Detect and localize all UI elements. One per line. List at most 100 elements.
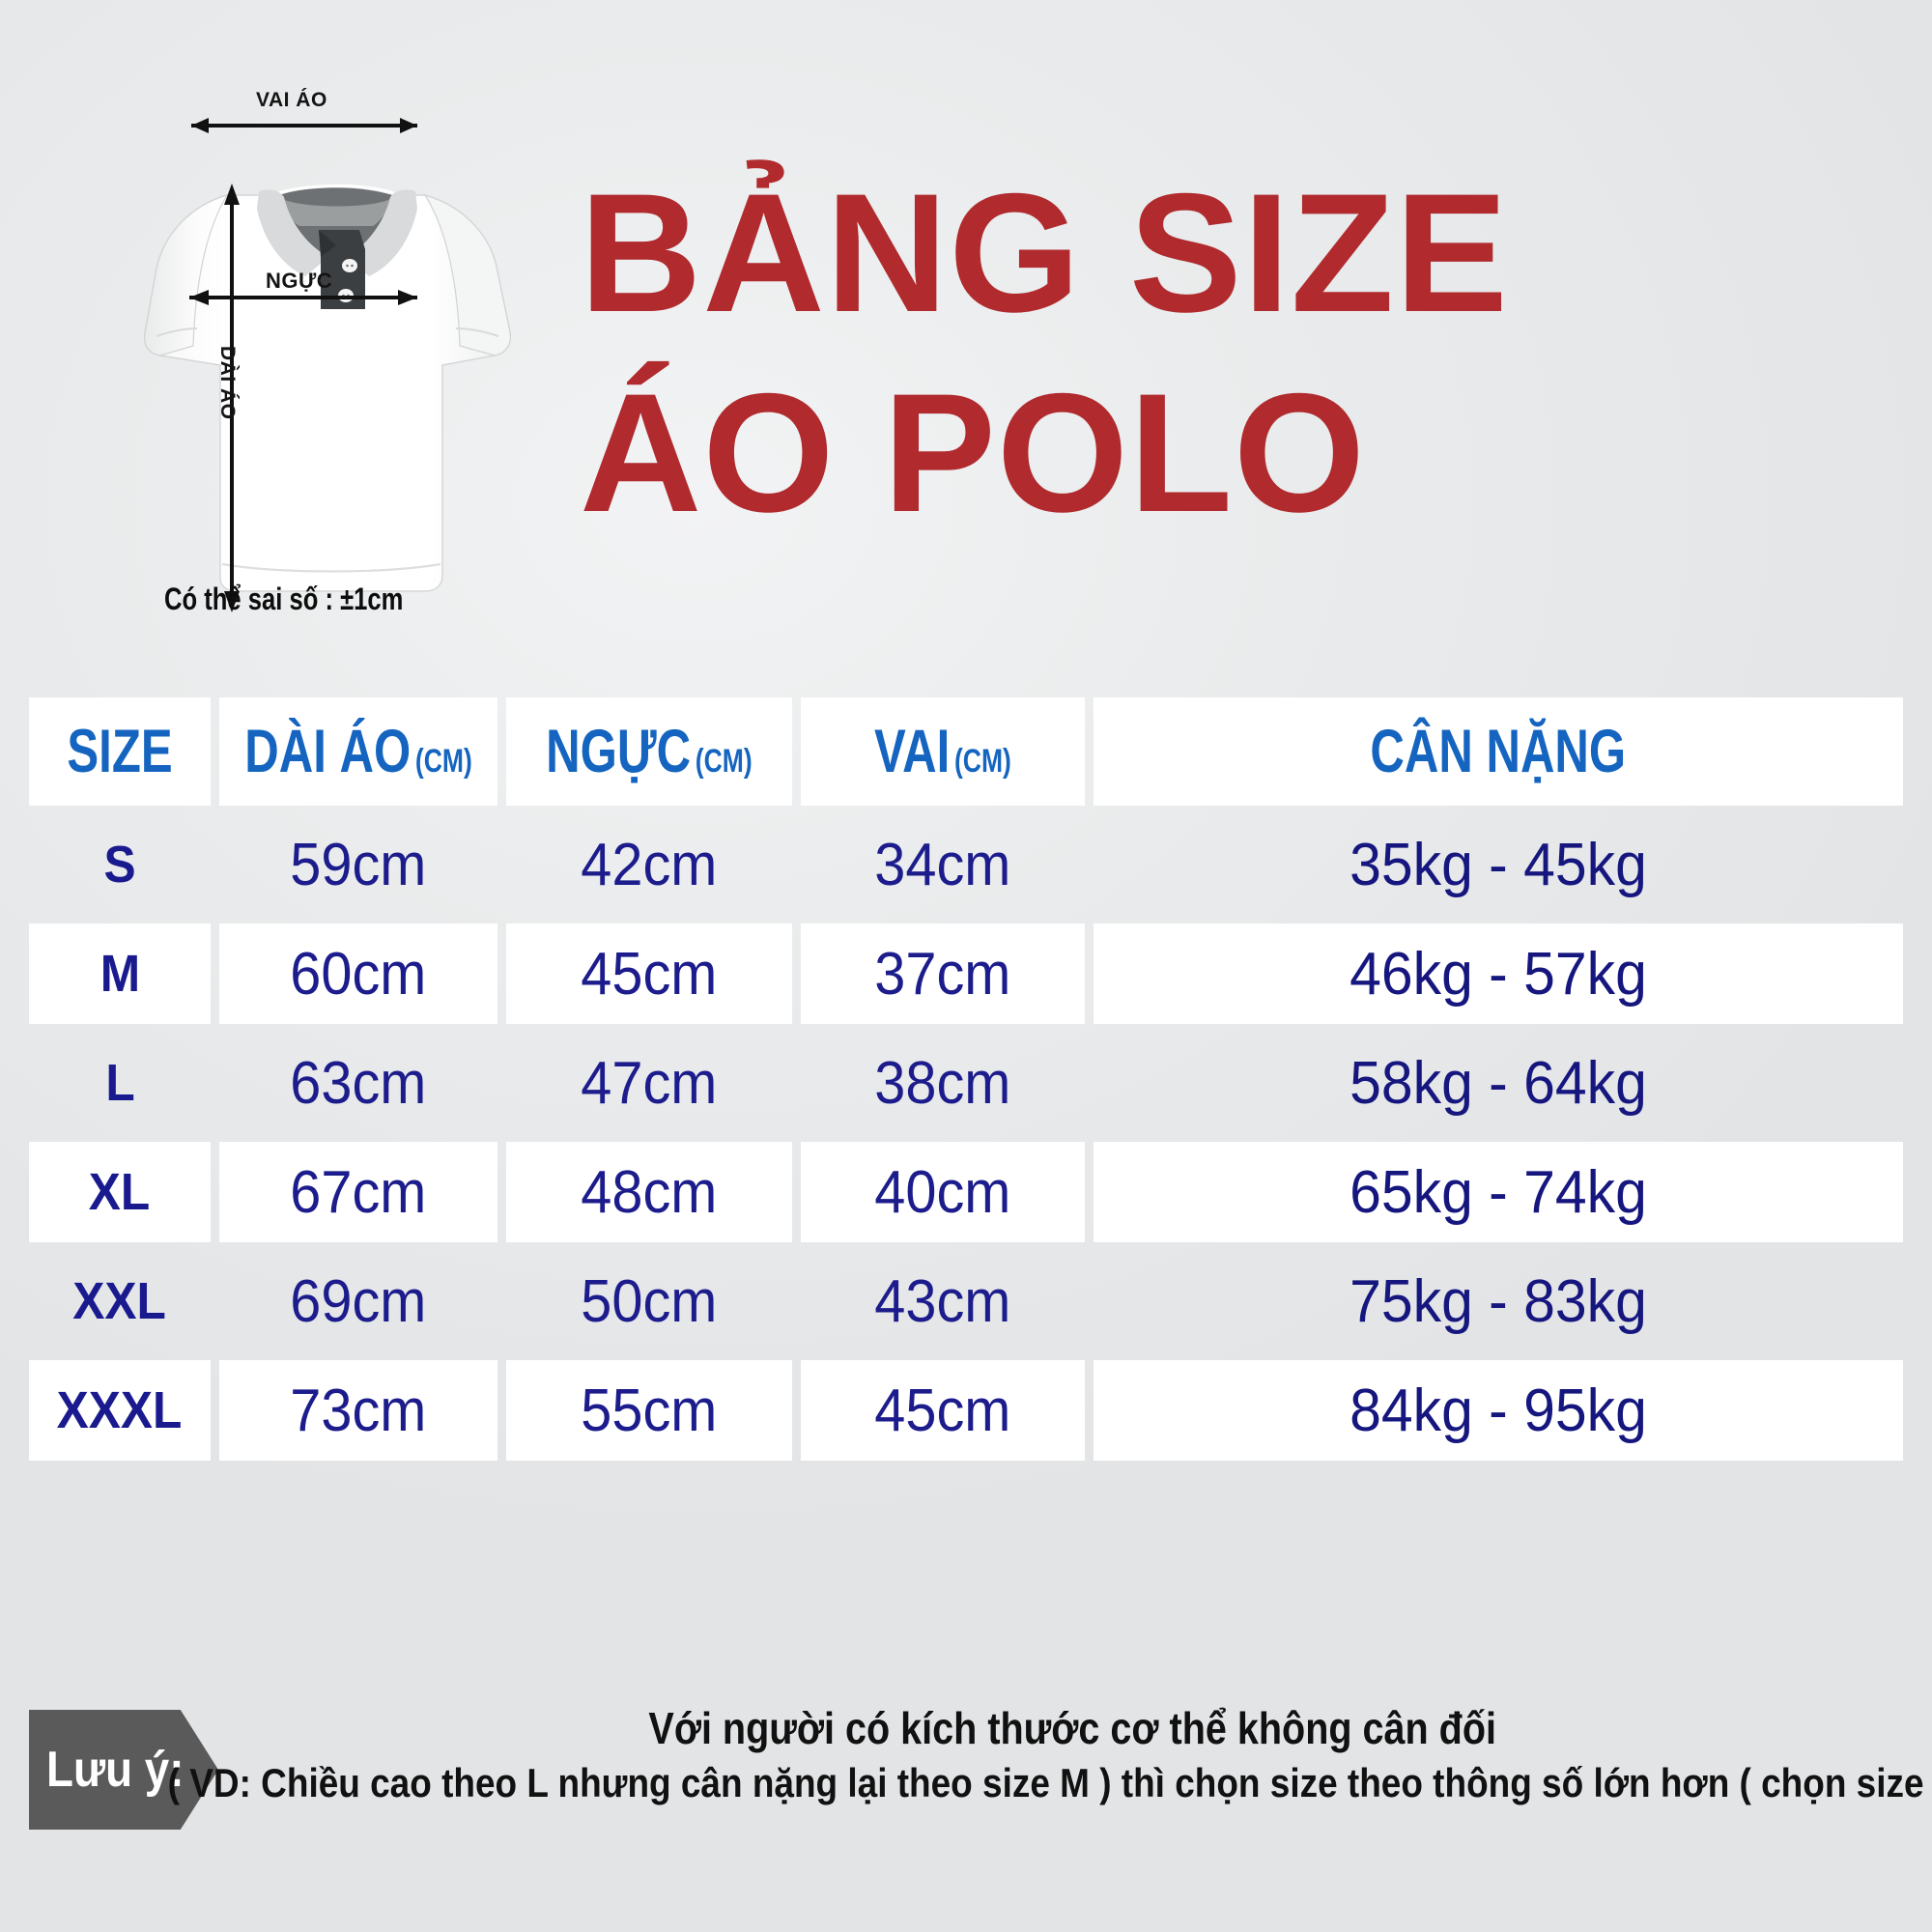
shoulder-label: VAI ÁO xyxy=(256,89,327,111)
collar-top-edge xyxy=(277,184,395,195)
cell-weight: 35kg - 45kg xyxy=(1094,814,1903,915)
title-line-1: BẢNG SIZE xyxy=(580,159,1509,348)
chest-label: NGỰC xyxy=(266,269,333,293)
cell-chest: 45cm xyxy=(506,923,792,1024)
button-top-hole-right xyxy=(351,264,354,268)
cell-chest: 42cm xyxy=(506,814,792,915)
collar-back xyxy=(282,199,390,226)
header-section: VAI ÁO NGỰC DÀI ÁO Có thể sai số : ±1cm … xyxy=(0,0,1932,676)
cell-shoulder: 43cm xyxy=(801,1251,1085,1351)
cell-weight: 46kg - 57kg xyxy=(1094,923,1903,1024)
value-shoulder: 34cm xyxy=(874,831,1011,898)
length-label: DÀI ÁO xyxy=(216,346,239,420)
value-size: XXXL xyxy=(57,1381,183,1439)
header-label-shoulder: VAI (CM) xyxy=(874,717,1011,786)
cell-chest: 55cm xyxy=(506,1360,792,1461)
value-size: S xyxy=(103,836,136,894)
header-text-size: SIZE xyxy=(67,718,173,785)
header-text-weight: CÂN NẶNG xyxy=(1370,718,1627,785)
table-header-row: SIZE DÀI ÁO (CM) NGỰC (CM) VAI (CM) CÂN … xyxy=(29,697,1903,806)
page-title: BẢNG SIZE ÁO POLO xyxy=(580,155,1864,554)
header-unit-chest: (CM) xyxy=(695,743,753,780)
header-cell-length: DÀI ÁO (CM) xyxy=(219,697,497,806)
cell-weight: 84kg - 95kg xyxy=(1094,1360,1903,1461)
table-row: XXXL 73cm 55cm 45cm 84kg - 95kg xyxy=(29,1360,1903,1461)
value-shoulder: 40cm xyxy=(874,1158,1011,1226)
value-chest: 47cm xyxy=(581,1049,718,1117)
table-row: S 59cm 42cm 34cm 35kg - 45kg xyxy=(29,814,1903,915)
cell-chest: 48cm xyxy=(506,1142,792,1242)
header-label-chest: NGỰC (CM) xyxy=(546,717,753,786)
size-chart-table: SIZE DÀI ÁO (CM) NGỰC (CM) VAI (CM) CÂN … xyxy=(29,697,1903,1461)
value-weight: 58kg - 64kg xyxy=(1350,1049,1647,1117)
value-chest: 55cm xyxy=(581,1377,718,1444)
value-length: 60cm xyxy=(290,940,427,1008)
header-unit-length: (CM) xyxy=(414,743,472,780)
value-shoulder: 43cm xyxy=(874,1267,1011,1335)
header-cell-shoulder: VAI (CM) xyxy=(801,697,1085,806)
value-size: M xyxy=(99,945,140,1003)
value-weight: 46kg - 57kg xyxy=(1350,940,1647,1008)
cell-length: 69cm xyxy=(219,1251,497,1351)
cell-shoulder: 37cm xyxy=(801,923,1085,1024)
note-badge-label: Lưu ý: xyxy=(46,1742,185,1798)
value-shoulder: 45cm xyxy=(874,1377,1011,1444)
shirt-left-sleeve xyxy=(144,194,229,356)
button-top xyxy=(342,259,357,272)
left-sleeve-hem xyxy=(156,327,198,337)
cell-chest: 50cm xyxy=(506,1251,792,1351)
cell-length: 73cm xyxy=(219,1360,497,1461)
footer-note-section: Lưu ý: Với người có kích thước cơ thể kh… xyxy=(29,1702,1932,1847)
cell-size: XXXL xyxy=(29,1360,211,1461)
cell-weight: 58kg - 64kg xyxy=(1094,1033,1903,1133)
bottom-hem xyxy=(221,562,441,573)
table-row: M 60cm 45cm 37cm 46kg - 57kg xyxy=(29,923,1903,1024)
value-chest: 42cm xyxy=(581,831,718,898)
right-sleeve-hem xyxy=(455,327,499,337)
shoulder-dimension-arrow xyxy=(191,118,417,133)
header-text-length: DÀI ÁO xyxy=(244,718,412,785)
value-length: 73cm xyxy=(290,1377,427,1444)
table-row: L 63cm 47cm 38cm 58kg - 64kg xyxy=(29,1033,1903,1133)
tolerance-note: Có thể sai số : ±1cm xyxy=(164,582,404,616)
cell-weight: 75kg - 83kg xyxy=(1094,1251,1903,1351)
cell-length: 67cm xyxy=(219,1142,497,1242)
cell-shoulder: 45cm xyxy=(801,1360,1085,1461)
title-line-2: ÁO POLO xyxy=(580,358,1366,548)
collar-left-wing xyxy=(257,189,328,276)
header-text-shoulder: VAI xyxy=(874,718,951,785)
value-length: 67cm xyxy=(290,1158,427,1226)
value-size: L xyxy=(104,1054,135,1112)
cell-weight: 65kg - 74kg xyxy=(1094,1142,1903,1242)
value-weight: 35kg - 45kg xyxy=(1350,831,1647,898)
value-weight: 65kg - 74kg xyxy=(1350,1158,1647,1226)
cell-chest: 47cm xyxy=(506,1033,792,1133)
note-line-1: Với người có kích thước cơ thể không cân… xyxy=(648,1703,1496,1753)
value-weight: 84kg - 95kg xyxy=(1350,1377,1647,1444)
header-cell-weight: CÂN NẶNG xyxy=(1094,697,1903,806)
header-cell-chest: NGỰC (CM) xyxy=(506,697,792,806)
header-label-size: SIZE xyxy=(67,717,172,786)
polo-shirt-graphic xyxy=(143,118,512,612)
button-top-hole-left xyxy=(346,264,349,268)
cell-size: XL xyxy=(29,1142,211,1242)
cell-size: M xyxy=(29,923,211,1024)
note-badge: Lưu ý: xyxy=(29,1710,218,1830)
header-text-chest: NGỰC xyxy=(546,718,692,785)
cell-shoulder: 38cm xyxy=(801,1033,1085,1133)
value-chest: 45cm xyxy=(581,940,718,1008)
placket-fold xyxy=(319,230,336,257)
shirt-right-sleeve xyxy=(423,194,511,356)
header-cell-size: SIZE xyxy=(29,697,211,806)
value-length: 69cm xyxy=(290,1267,427,1335)
header-label-weight: CÂN NẶNG xyxy=(1371,717,1627,786)
cell-length: 60cm xyxy=(219,923,497,1024)
cell-length: 63cm xyxy=(219,1033,497,1133)
note-line-2: ( VD: Chiều cao theo L nhưng cân nặng lạ… xyxy=(167,1760,1932,1805)
value-length: 59cm xyxy=(290,831,427,898)
cell-shoulder: 40cm xyxy=(801,1142,1085,1242)
cell-size: L xyxy=(29,1033,211,1133)
value-size: XXL xyxy=(72,1272,167,1330)
header-unit-shoulder: (CM) xyxy=(954,743,1011,780)
value-size: XL xyxy=(89,1163,151,1221)
